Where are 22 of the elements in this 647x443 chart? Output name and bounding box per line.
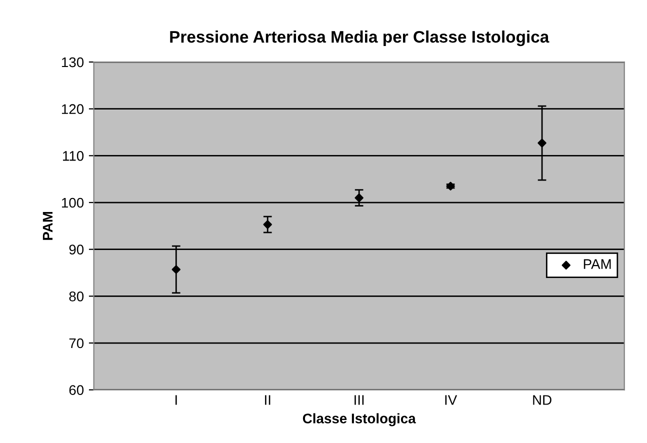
y-tick-label: 90 <box>69 244 84 255</box>
y-tick-label: 110 <box>63 151 84 161</box>
y-tick-label: 80 <box>69 292 84 302</box>
x-axis-title: Classe Istologica <box>302 413 416 426</box>
y-tick-label: 100 <box>62 198 84 208</box>
point <box>354 193 364 202</box>
chart-title: Pressione Arteriosa Media per Classe Istologica <box>170 30 550 46</box>
legend-label: PAM <box>584 259 611 269</box>
y-tick-label: 120 <box>62 104 84 114</box>
x-tick-label: IV <box>445 395 458 405</box>
y-tick-label: 70 <box>69 338 84 348</box>
point <box>172 265 181 274</box>
y-tick-label: 130 <box>62 57 84 68</box>
x-tick-label: ND <box>533 395 552 405</box>
x-tick-label: II <box>265 395 270 405</box>
x-tick-label: III <box>354 395 364 405</box>
x-tick-label: I <box>175 395 177 405</box>
point <box>538 138 546 148</box>
y-tick-label: 60 <box>69 385 84 396</box>
point <box>263 220 272 229</box>
point <box>446 182 455 190</box>
y-axis-title: PAM <box>42 212 52 240</box>
